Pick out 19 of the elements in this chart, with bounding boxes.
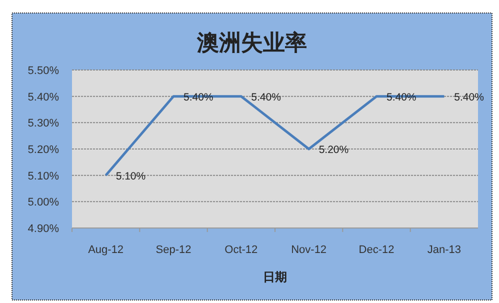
data-label: 5.40%	[251, 91, 281, 104]
x-tick-label: Nov-12	[291, 244, 327, 256]
data-label: 5.10%	[116, 170, 146, 182]
x-tick-label: Jan-13	[427, 244, 461, 256]
x-tick-label: Oct-12	[224, 244, 258, 256]
data-label: 5.40%	[454, 91, 484, 104]
y-tick-label: 5.40%	[28, 91, 60, 104]
y-tick-label: 4.90%	[28, 223, 60, 235]
x-tick-label: Aug-12	[88, 244, 124, 256]
y-tick-label: 5.10%	[28, 170, 60, 182]
y-tick-label: 5.00%	[28, 196, 60, 209]
y-tick-label: 5.30%	[28, 118, 60, 130]
chart-title: 澳洲失业率	[196, 30, 307, 56]
x-tick-label: Sep-12	[156, 244, 192, 256]
data-label: 5.20%	[318, 144, 349, 156]
y-tick-label: 5.50%	[28, 65, 60, 77]
x-axis-title: 日期	[263, 270, 287, 284]
y-tick-label: 5.20%	[28, 144, 60, 156]
x-tick-label: Dec-12	[358, 244, 394, 256]
